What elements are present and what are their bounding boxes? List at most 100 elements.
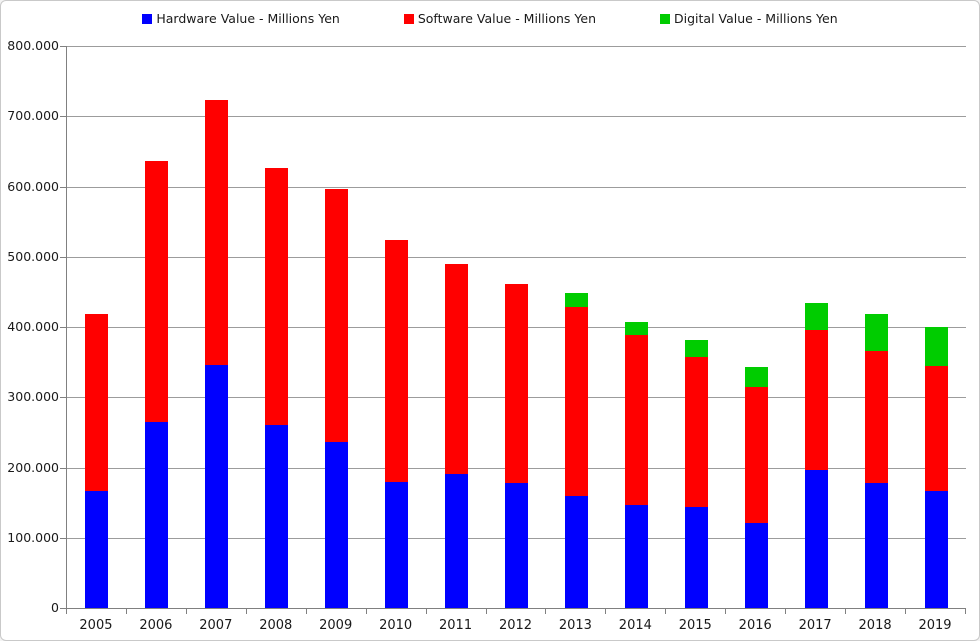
bar-2017-series-1 [804,470,828,608]
y-axis-tick [60,46,66,47]
bar-2007-series-1 [205,364,229,608]
x-axis-tick [245,609,247,614]
legend-label: Hardware Value - Millions Yen [156,11,340,26]
x-axis-label: 2016 [738,618,772,633]
bar-2015-series-1 [684,506,708,608]
bar-2011-series-1 [445,473,469,608]
bar-2014-series-1 [624,504,648,608]
bar-2018-series-3 [864,313,888,351]
y-axis-tick [60,467,66,469]
bar-2005-series-2 [85,314,109,491]
x-axis-label: 2006 [139,618,173,633]
bar-2018-series-1 [864,482,888,608]
bar-2014-series-3 [624,322,648,336]
y-axis-label: 800.000 [7,38,59,53]
bar-2005-series-1 [85,490,109,608]
bar-2019-series-1 [924,490,948,608]
x-axis-label: 2014 [618,618,652,633]
legend-item-2: Software Value - Millions Yen [403,11,596,26]
bar-2015-series-3 [684,339,708,357]
x-axis-label: 2011 [439,618,473,633]
y-axis-tick [60,537,66,539]
gridline [67,256,966,258]
x-axis-tick [365,609,367,614]
bar-2008-series-1 [265,425,289,608]
x-axis-tick [485,609,487,614]
bar-2009-series-2 [325,188,349,443]
bar-2006-series-2 [145,160,169,422]
bar-2009-series-1 [325,442,349,608]
bar-2019-series-3 [924,327,948,366]
y-axis-tick [60,327,66,328]
bar-2008-series-2 [265,167,289,426]
bar-2016-series-3 [744,367,768,387]
x-axis-label: 2013 [558,618,592,633]
x-axis-tick [905,609,907,614]
plot-area [66,46,966,609]
x-axis-tick [665,609,667,614]
y-axis-label: 200.000 [7,459,59,475]
bar-2019-series-2 [924,365,948,491]
y-axis-tick [60,608,66,609]
bar-2011-series-2 [445,263,469,474]
x-axis-label: 2007 [199,618,233,633]
x-axis-tick [785,609,787,614]
x-axis-tick [965,609,966,614]
x-axis-label: 2015 [678,618,712,633]
bar-2012-series-1 [505,482,528,608]
y-axis-label: 700.000 [7,108,59,124]
gridline [67,116,966,118]
bar-2013-series-2 [564,306,588,496]
bar-2016-series-2 [744,386,768,523]
x-axis-label: 2017 [798,618,832,633]
y-axis-label: 0 [51,600,59,615]
x-axis-label: 2008 [259,618,293,633]
x-axis-tick [545,609,547,614]
x-axis-label: 2009 [319,618,353,633]
y-axis-label: 400.000 [7,319,59,334]
x-axis-tick [125,609,127,614]
x-axis-label: 2019 [918,618,952,633]
gridline [67,46,966,47]
y-axis-tick [60,186,66,188]
x-axis-tick [185,609,187,614]
bar-2012-series-2 [505,284,528,483]
y-axis-tick [60,116,66,118]
bar-2010-series-1 [385,481,409,608]
x-axis-tick [845,609,847,614]
legend-item-3: Digital Value - Millions Yen [660,11,838,26]
legend-swatch-icon [660,13,670,24]
x-axis-label: 2010 [379,618,413,633]
legend-swatch-icon [403,13,414,24]
x-axis-label: 2005 [79,618,113,633]
y-axis-label: 500.000 [7,248,59,264]
x-axis-label: 2018 [858,618,892,633]
x-axis-tick [725,609,727,614]
x-axis-tick [305,609,307,614]
bar-2018-series-2 [864,350,888,483]
bar-2016-series-1 [744,523,768,608]
y-axis-tick [60,397,66,399]
legend-label: Digital Value - Millions Yen [674,11,838,26]
bar-2006-series-1 [145,421,169,608]
bar-2017-series-2 [804,329,828,471]
y-axis-tick [60,256,66,258]
bar-2010-series-2 [385,239,409,482]
chart-legend: Hardware Value - Millions Yen Software Va… [1,11,979,26]
x-axis-label: 2012 [498,618,533,633]
y-axis-label: 600.000 [7,178,59,194]
y-axis-label: 100.000 [7,529,59,545]
bar-2013-series-1 [564,495,588,608]
bar-2014-series-2 [624,335,648,505]
x-axis-tick [605,609,607,614]
gridline [67,186,966,188]
y-axis-label: 300.000 [7,389,59,405]
x-axis-tick [66,609,67,614]
bar-2007-series-2 [205,100,229,365]
legend-item-1: Hardware Value - Millions Yen [142,11,340,26]
legend-label: Software Value - Millions Yen [417,11,596,26]
legend-swatch-icon [142,13,153,24]
x-axis-tick [425,609,427,614]
bar-2013-series-3 [564,292,588,307]
